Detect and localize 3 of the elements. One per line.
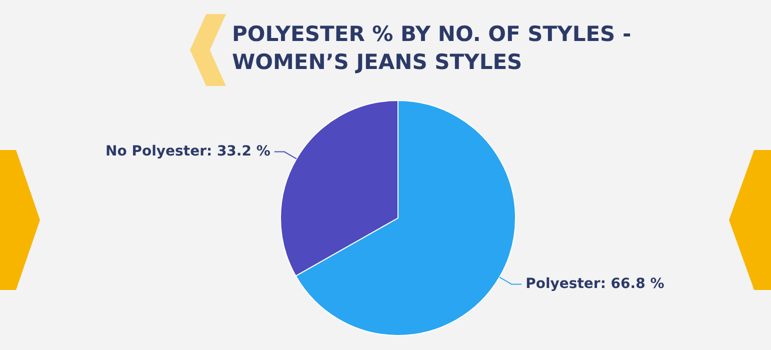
chart-title: POLYESTER % BY NO. OF STYLES - WOMEN’S JEANS STYLES bbox=[232, 21, 632, 76]
slice-label: Polyester: 66.8 % bbox=[526, 276, 664, 292]
slice-label: No Polyester: 33.2 % bbox=[106, 143, 270, 160]
